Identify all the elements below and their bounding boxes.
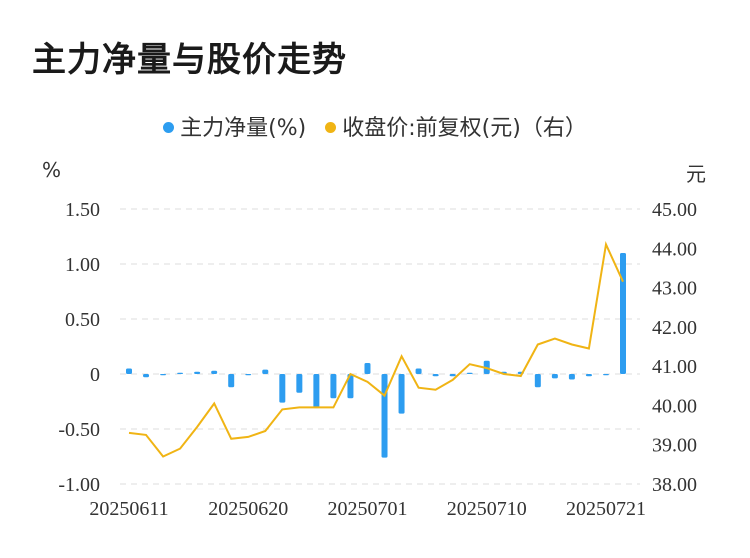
bar [534, 374, 541, 388]
x-tick-label: 20250611 [89, 498, 168, 520]
price-line [128, 240, 624, 458]
bar [602, 374, 609, 376]
bar [143, 374, 150, 378]
bar [364, 363, 371, 374]
y-left-tick-label: -0.50 [58, 419, 100, 441]
bar [347, 374, 354, 399]
y-right-tick-label: 38.00 [652, 474, 697, 496]
bar [279, 374, 286, 403]
y-left-tick-label: -1.00 [58, 474, 100, 496]
x-tick-label: 20250701 [327, 498, 407, 520]
y-right-tick-label: 44.00 [652, 238, 697, 260]
bar [381, 374, 388, 458]
x-tick-label: 20250710 [447, 498, 527, 520]
x-tick-label: 20250721 [566, 498, 646, 520]
bar [160, 374, 167, 376]
bar [620, 253, 626, 374]
bar [228, 374, 235, 388]
y-right-tick-label: 45.00 [652, 199, 697, 221]
y-right-tick-label: 42.00 [652, 317, 697, 339]
bar [330, 374, 337, 399]
y-right-tick-label: 40.00 [652, 395, 697, 417]
y-right-tick-label: 41.00 [652, 356, 697, 378]
bar [466, 372, 473, 374]
bar [432, 374, 439, 377]
bar [262, 369, 269, 374]
y-left-tick-label: 0.50 [65, 309, 100, 331]
bar [313, 374, 320, 409]
y-left-tick-label: 1.50 [65, 199, 100, 221]
y-left-tick-label: 1.00 [65, 254, 100, 276]
bar [551, 374, 558, 379]
bar [126, 368, 132, 374]
bar [245, 374, 252, 376]
bar [568, 374, 575, 380]
legend-label-main-net: 主力净量(%) [180, 116, 307, 141]
bar [211, 370, 218, 374]
legend-label-close-price: 收盘价:前复权(元)（右） [342, 116, 587, 141]
legend-item-main-net[interactable]: 主力净量(%) [163, 110, 306, 142]
legend-item-close-price[interactable]: 收盘价:前复权(元)（右） [325, 110, 587, 142]
y-right-tick-label: 43.00 [652, 278, 697, 300]
legend-dot-line [325, 121, 337, 133]
bar [194, 371, 201, 374]
y-right-tick-label: 39.00 [652, 435, 697, 457]
bar [415, 368, 422, 374]
x-tick-label: 20250620 [208, 498, 288, 520]
legend-dot-bar [163, 121, 175, 133]
y-left-tick-label: 0 [90, 364, 100, 386]
bar [177, 372, 184, 374]
bar [449, 374, 456, 377]
legend: 主力净量(%) 收盘价:前复权(元)（右） [0, 110, 750, 142]
right-axis-unit: 元 [686, 162, 706, 186]
bar [296, 374, 303, 393]
bar [398, 374, 405, 414]
left-axis-unit: % [42, 158, 62, 182]
bar [585, 374, 592, 377]
chart-title: 主力净量与股价走势 [32, 40, 347, 80]
